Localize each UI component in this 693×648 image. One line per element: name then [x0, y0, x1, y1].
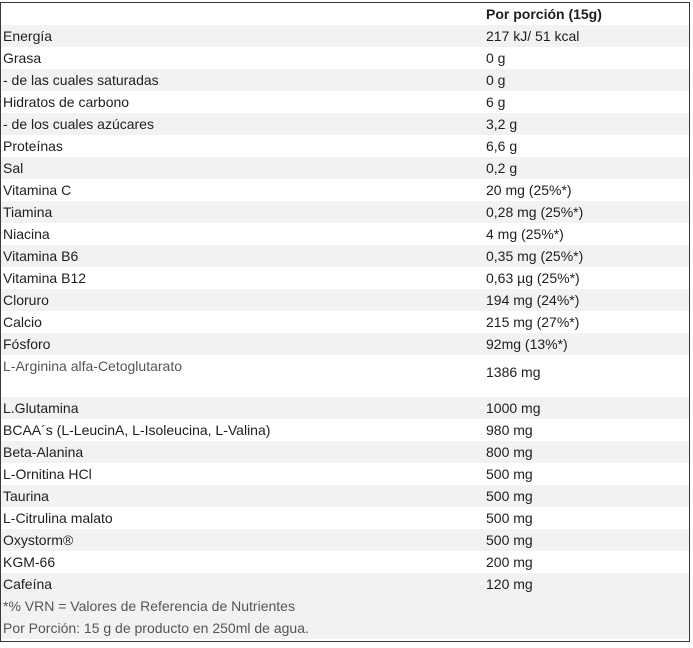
row-label: KGM-66 [3, 554, 56, 570]
row-value: 500 mg [486, 466, 533, 482]
table-row: BCAA´s (L-LeucinA, L-Isoleucina, L-Valin… [1, 419, 689, 441]
row-value: 800 mg [486, 444, 533, 460]
row-label: Fósforo [3, 336, 51, 352]
footnote-vrn: *% VRN = Valores de Referencia de Nutrie… [1, 595, 689, 617]
table-row: Vitamina B6 0,35 mg (25%*) [1, 245, 689, 267]
row-value: 0,63 µg (25%*) [486, 270, 580, 286]
row-label: Cloruro [3, 292, 49, 308]
row-value: 6 g [486, 94, 506, 110]
row-value: 0,28 mg (25%*) [486, 204, 584, 220]
row-label: Taurina [3, 488, 49, 504]
row-label: Proteínas [3, 138, 63, 154]
row-value: 500 mg [486, 488, 533, 504]
table-row: Oxystorm® 500 mg [1, 529, 689, 551]
row-value: 0,35 mg (25%*) [486, 248, 584, 264]
row-value: 3,2 g [486, 116, 518, 132]
row-label: Tiamina [3, 204, 53, 220]
row-value: 0 g [486, 72, 506, 88]
row-label: L-Citrulina malato [3, 510, 113, 526]
row-value: 980 mg [486, 422, 533, 438]
row-label: Hidratos de carbono [3, 94, 130, 110]
row-value: 6,6 g [486, 138, 518, 154]
table-row: Vitamina C 20 mg (25%*) [1, 179, 689, 201]
table-header-row: Por porción (15g) [1, 3, 689, 25]
row-label: Energía [3, 28, 53, 44]
row-label: Calcio [3, 314, 42, 330]
row-label: L-Arginina alfa-Cetoglutarato [3, 358, 182, 374]
table-row: L-Arginina alfa-Cetoglutarato 1386 mg [1, 355, 689, 397]
table-row: Calcio 215 mg (27%*) [1, 311, 689, 333]
row-label: Niacina [3, 226, 50, 242]
header-per-serving: Por porción (15g) [486, 6, 602, 22]
table-row: Hidratos de carbono 6 g [1, 91, 689, 113]
row-value: 215 mg (27%*) [486, 314, 580, 330]
table-row: - de los cuales azúcares 3,2 g [1, 113, 689, 135]
footnote-serving: Por Porción: 15 g de producto en 250ml d… [1, 617, 689, 639]
table-row: Tiamina 0,28 mg (25%*) [1, 201, 689, 223]
row-value: 92mg (13%*) [486, 336, 568, 352]
table-row: Energía 217 kJ/ 51 kcal [1, 25, 689, 47]
table-row: Beta-Alanina 800 mg [1, 441, 689, 463]
row-value: 0,2 g [486, 160, 518, 176]
row-label: Grasa [3, 50, 42, 66]
row-label: - de las cuales saturadas [3, 72, 159, 88]
row-label: Sal [3, 160, 24, 176]
table-row: L-Ornitina HCl 500 mg [1, 463, 689, 485]
table-row: KGM-66 200 mg [1, 551, 689, 573]
row-label: Vitamina B6 [3, 248, 79, 264]
table-row: Niacina 4 mg (25%*) [1, 223, 689, 245]
row-value: 500 mg [486, 532, 533, 548]
row-value: 194 mg (24%*) [486, 292, 580, 308]
row-value: 200 mg [486, 554, 533, 570]
table-row: - de las cuales saturadas 0 g [1, 69, 689, 91]
row-label: Cafeína [3, 576, 53, 592]
row-value: 500 mg [486, 510, 533, 526]
row-value: 4 mg (25%*) [486, 226, 564, 242]
row-label: Beta-Alanina [3, 444, 84, 460]
row-value: 0 g [486, 50, 506, 66]
table-row: L.Glutamina 1000 mg [1, 397, 689, 419]
nutrition-table: Por porción (15g) Energía 217 kJ/ 51 kcal… [1, 3, 689, 639]
row-label: Oxystorm® [3, 532, 74, 548]
row-label: Vitamina B12 [3, 270, 87, 286]
table-row: Grasa 0 g [1, 47, 689, 69]
table-row: L-Citrulina malato 500 mg [1, 507, 689, 529]
table-row: Fósforo 92mg (13%*) [1, 333, 689, 355]
row-value: 20 mg (25%*) [486, 182, 572, 198]
row-value: 1386 mg [486, 364, 541, 380]
table-row: Taurina 500 mg [1, 485, 689, 507]
row-label: BCAA´s (L-LeucinA, L-Isoleucina, L-Valin… [3, 422, 271, 438]
table-row: Cafeína 120 mg [1, 573, 689, 595]
header-label [1, 3, 484, 25]
row-value: 1000 mg [486, 400, 541, 416]
table-row: Vitamina B12 0,63 µg (25%*) [1, 267, 689, 289]
table-row: Sal 0,2 g [1, 157, 689, 179]
row-label: L.Glutamina [3, 400, 79, 416]
row-value: 217 kJ/ 51 kcal [486, 28, 580, 44]
row-label: Vitamina C [3, 182, 72, 198]
row-label: - de los cuales azúcares [3, 116, 154, 132]
row-label: L-Ornitina HCl [3, 466, 92, 482]
table-row: Cloruro 194 mg (24%*) [1, 289, 689, 311]
row-value: 120 mg [486, 576, 533, 592]
table-row: Proteínas 6,6 g [1, 135, 689, 157]
